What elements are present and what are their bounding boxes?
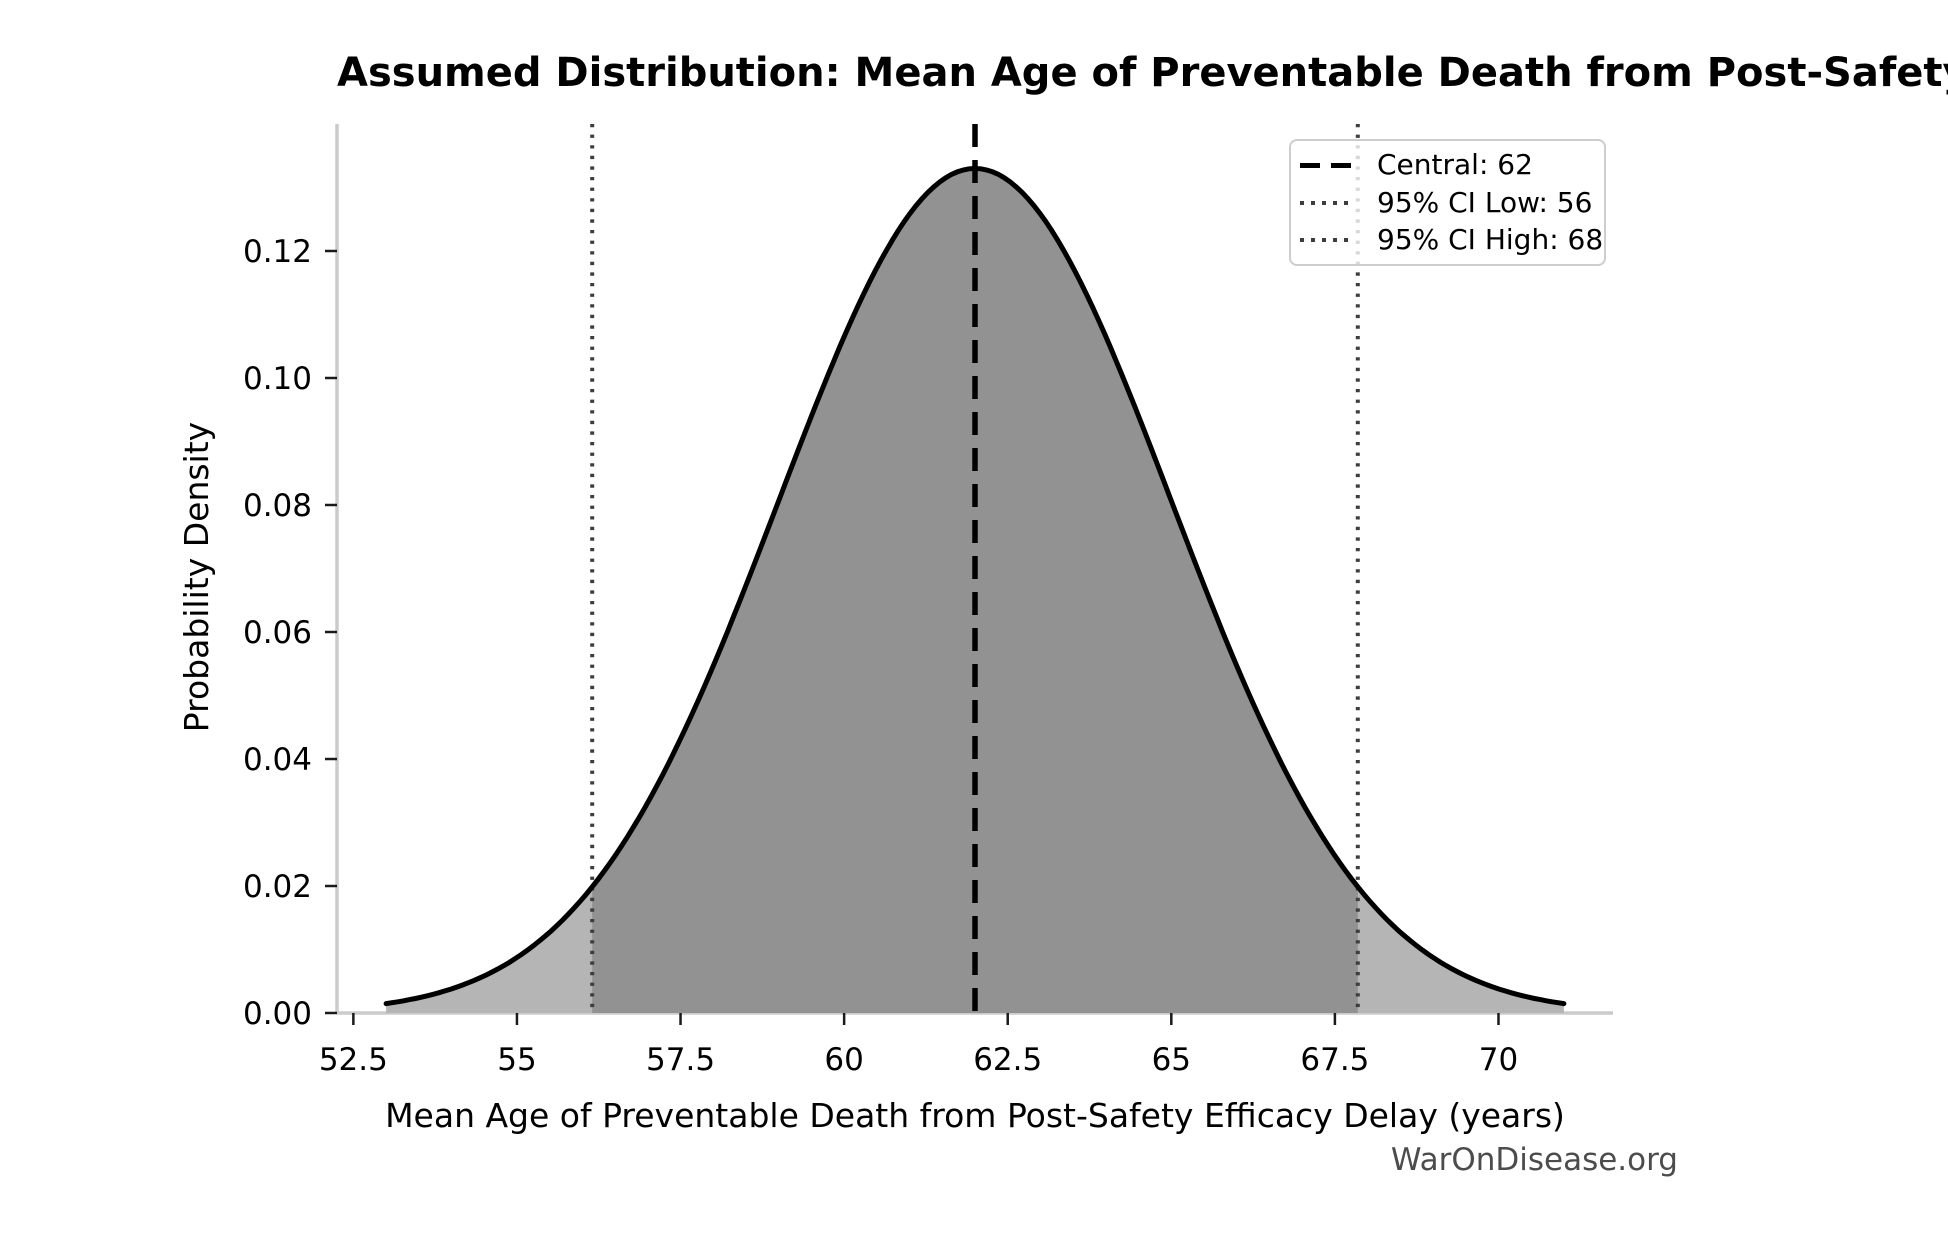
y-tick-label: 0.02	[243, 869, 312, 905]
x-tick-label: 57.5	[646, 1042, 715, 1078]
legend-item-central: Central: 62	[1291, 148, 1604, 182]
x-tick-label: 52.5	[319, 1042, 388, 1078]
y-axis-label: Probability Density	[177, 421, 216, 733]
x-tick-label: 62.5	[973, 1042, 1042, 1078]
x-tick-label: 60	[824, 1042, 863, 1078]
y-tick-label: 0.08	[243, 488, 312, 524]
density-curve	[383, 165, 1567, 1007]
y-tick-label: 0.00	[243, 996, 312, 1032]
y-tick-label: 0.10	[243, 361, 312, 397]
dotted-line-sample-icon	[1300, 200, 1351, 205]
y-tick-label: 0.12	[243, 234, 312, 270]
x-axis-label: Mean Age of Preventable Death from Post-…	[385, 1096, 1565, 1135]
chart-title: Assumed Distribution: Mean Age of Preven…	[337, 50, 1948, 96]
x-tick-label: 67.5	[1300, 1042, 1369, 1078]
x-tick-label: 55	[497, 1042, 536, 1078]
y-tick-label: 0.06	[243, 615, 312, 651]
legend-item-ci-high: 95% CI High: 68	[1291, 223, 1604, 257]
legend-label: 95% CI Low: 56	[1377, 185, 1593, 219]
x-tick-label: 65	[1152, 1042, 1191, 1078]
density-area-ci	[592, 168, 1358, 1013]
dotted-line-sample-icon	[1300, 237, 1351, 242]
y-tick-label: 0.04	[243, 742, 312, 778]
x-tick-label: 70	[1479, 1042, 1518, 1078]
dashed-line-sample-icon	[1300, 162, 1351, 168]
legend-label: 95% CI High: 68	[1377, 222, 1604, 256]
watermark: WarOnDisease.org	[1390, 1142, 1678, 1178]
legend-item-ci-low: 95% CI Low: 56	[1291, 186, 1604, 220]
legend: Central: 62 95% CI Low: 56 95% CI High: …	[1289, 139, 1606, 266]
legend-label: Central: 62	[1377, 148, 1533, 182]
